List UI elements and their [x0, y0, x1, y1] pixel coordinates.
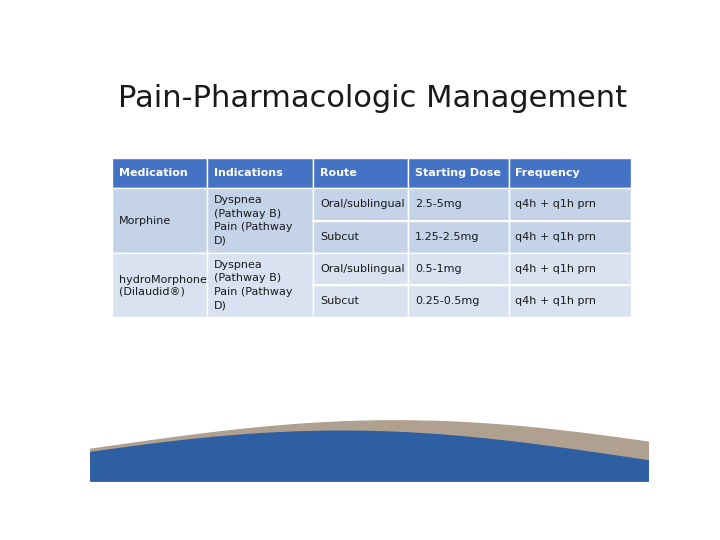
FancyBboxPatch shape: [508, 220, 631, 253]
FancyBboxPatch shape: [112, 188, 207, 253]
FancyBboxPatch shape: [313, 188, 408, 220]
Text: Frequency: Frequency: [516, 168, 580, 178]
FancyBboxPatch shape: [408, 285, 508, 317]
Text: 0.25-0.5mg: 0.25-0.5mg: [415, 296, 479, 306]
Text: 2.5-5mg: 2.5-5mg: [415, 199, 462, 210]
Text: Oral/sublingual: Oral/sublingual: [320, 264, 405, 274]
Text: Subcut: Subcut: [320, 232, 359, 241]
FancyBboxPatch shape: [508, 158, 631, 188]
Text: Oral/sublingual: Oral/sublingual: [320, 199, 405, 210]
Text: Morphine: Morphine: [119, 215, 171, 226]
FancyBboxPatch shape: [207, 253, 313, 317]
FancyBboxPatch shape: [207, 158, 313, 188]
Text: Pain-Pharmacologic Management: Pain-Pharmacologic Management: [118, 84, 627, 112]
Text: (Dilaudid®): (Dilaudid®): [119, 287, 185, 296]
Text: q4h + q1h prn: q4h + q1h prn: [516, 296, 596, 306]
Text: Route: Route: [320, 168, 356, 178]
Text: 1.25-2.5mg: 1.25-2.5mg: [415, 232, 480, 241]
Text: Medication: Medication: [119, 168, 188, 178]
FancyBboxPatch shape: [313, 158, 408, 188]
FancyBboxPatch shape: [408, 188, 508, 220]
FancyBboxPatch shape: [313, 285, 408, 317]
Text: q4h + q1h prn: q4h + q1h prn: [516, 232, 596, 241]
FancyBboxPatch shape: [112, 253, 207, 317]
FancyBboxPatch shape: [508, 285, 631, 317]
FancyBboxPatch shape: [313, 220, 408, 253]
FancyBboxPatch shape: [313, 253, 408, 285]
FancyBboxPatch shape: [112, 158, 207, 188]
FancyBboxPatch shape: [207, 188, 313, 253]
Text: hydroMorphone: hydroMorphone: [119, 275, 207, 285]
FancyBboxPatch shape: [408, 253, 508, 285]
FancyBboxPatch shape: [508, 188, 631, 220]
Text: Indications: Indications: [214, 168, 283, 178]
Text: q4h + q1h prn: q4h + q1h prn: [516, 264, 596, 274]
Text: 0.5-1mg: 0.5-1mg: [415, 264, 462, 274]
FancyBboxPatch shape: [408, 158, 508, 188]
FancyBboxPatch shape: [408, 220, 508, 253]
FancyBboxPatch shape: [508, 253, 631, 285]
Text: Starting Dose: Starting Dose: [415, 168, 500, 178]
Text: Dyspnea
(Pathway B)
Pain (Pathway
D): Dyspnea (Pathway B) Pain (Pathway D): [214, 260, 292, 310]
Text: q4h + q1h prn: q4h + q1h prn: [516, 199, 596, 210]
Text: Dyspnea
(Pathway B)
Pain (Pathway
D): Dyspnea (Pathway B) Pain (Pathway D): [214, 195, 292, 246]
Text: Subcut: Subcut: [320, 296, 359, 306]
